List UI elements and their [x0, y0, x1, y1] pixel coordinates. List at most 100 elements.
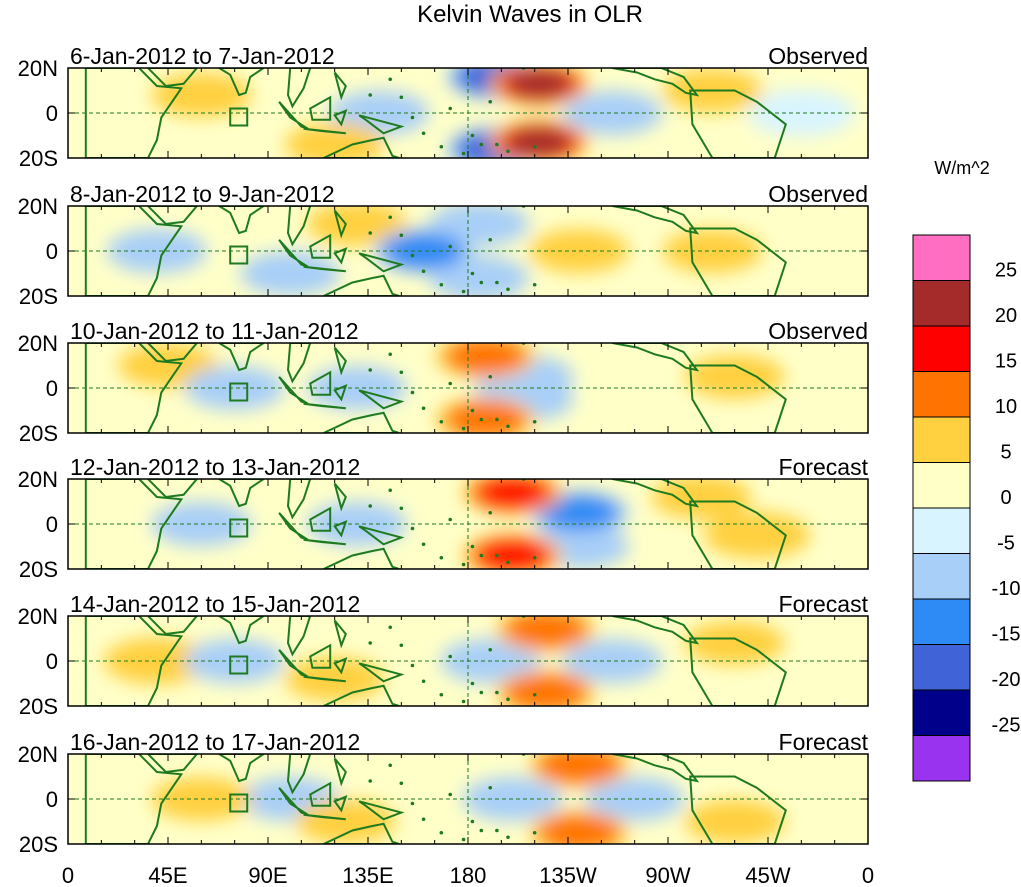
anomaly-contour: [306, 206, 407, 246]
island-marker: [461, 426, 466, 431]
colorbar-swatch: [912, 689, 971, 736]
anomaly-contour: [562, 639, 663, 683]
panel-2: 20N 0 20S 8-Jan-2012 to 9-Jan-2012 Observed: [18, 181, 869, 309]
anomaly-contour: [684, 621, 785, 665]
island-marker: [532, 419, 537, 424]
island-marker: [479, 553, 484, 558]
coastline: [689, 227, 787, 296]
coastline: [309, 643, 332, 669]
island-marker: [488, 99, 493, 104]
colorbar-swatch: [912, 234, 971, 281]
coastline: [217, 754, 266, 783]
coastline: [309, 370, 332, 396]
island-marker: [368, 641, 373, 645]
coastline: [146, 206, 199, 226]
colorbar-label: -20: [992, 669, 1021, 691]
anomaly-contour: [476, 479, 549, 510]
coastlines: [84, 206, 787, 296]
coastline: [689, 89, 787, 158]
coastline: [84, 754, 184, 844]
island-marker: [488, 510, 493, 515]
island-marker: [495, 142, 499, 147]
island-marker: [388, 625, 393, 630]
anomaly-contour: [684, 799, 785, 844]
island-marker: [421, 817, 426, 822]
colorbar-label: -15: [992, 624, 1021, 646]
anomaly-contour: [584, 777, 685, 821]
island-marker: [388, 352, 393, 357]
island-marker: [506, 560, 510, 565]
coastline: [323, 274, 400, 296]
colorbar-swatch: [912, 416, 971, 463]
island-marker: [368, 504, 373, 508]
x-tick-label: 0: [62, 863, 74, 887]
x-tick-label: 90W: [645, 863, 690, 887]
panel-status: Forecast: [779, 454, 869, 480]
colorbar-label: 15: [995, 351, 1017, 373]
island-marker: [410, 115, 415, 120]
island-marker: [439, 419, 444, 424]
island-marker: [461, 151, 466, 156]
island-marker: [410, 390, 415, 395]
coastline: [333, 247, 348, 265]
panel-period: 14-Jan-2012 to 15-Jan-2012: [70, 591, 360, 617]
island-marker: [421, 131, 426, 136]
panel-status: Forecast: [779, 729, 869, 755]
island-marker: [421, 406, 426, 411]
coastline: [323, 411, 400, 433]
coastline: [84, 616, 184, 706]
island-marker: [461, 562, 466, 567]
coastline: [146, 343, 199, 363]
coastline: [333, 209, 347, 239]
colorbar-swatch: [912, 507, 971, 554]
island-marker: [479, 417, 484, 422]
anomaly-contour: [504, 616, 588, 649]
coastline: [286, 206, 312, 247]
colorbar-units: W/m^2: [934, 158, 989, 178]
island-marker: [488, 647, 493, 652]
panel-1: 20N 0 20S 6-Jan-2012 to 7-Jan-2012 Observed: [18, 43, 869, 171]
y-tick-label: 0: [46, 787, 58, 812]
island-marker: [448, 654, 453, 659]
y-tick-label: 20N: [18, 331, 58, 356]
coastline: [286, 754, 312, 795]
colorbar-label: -10: [992, 578, 1021, 600]
coastline: [358, 662, 405, 683]
island-marker: [421, 679, 426, 684]
island-marker: [495, 828, 499, 833]
island-marker: [488, 237, 493, 242]
region-box: [229, 518, 249, 538]
y-tick-label: 20S: [19, 694, 58, 719]
coastline: [309, 506, 332, 532]
island-marker: [506, 835, 510, 840]
y-tick-label: 0: [46, 512, 58, 537]
colorbar-swatch: [912, 371, 971, 418]
anomaly-contour: [703, 511, 811, 559]
x-tick-label: 90E: [248, 863, 287, 887]
island-marker: [399, 506, 404, 511]
colorbar-label: -25: [992, 715, 1021, 737]
coastline: [689, 500, 787, 569]
colorbar-label: 0: [1000, 487, 1011, 509]
island-marker: [495, 280, 499, 285]
panel-period: 8-Jan-2012 to 9-Jan-2012: [70, 181, 335, 207]
coastline: [333, 384, 348, 402]
island-marker: [388, 488, 393, 493]
island-marker: [532, 692, 537, 697]
island-marker: [439, 692, 444, 697]
coastline: [612, 616, 700, 645]
panel-6: 20N 0 20S 16-Jan-2012 to 17-Jan-2012 Forecas…: [18, 729, 869, 857]
region-box: [229, 655, 249, 675]
y-tick-label: 20N: [18, 742, 58, 767]
y-tick-label: 0: [46, 376, 58, 401]
coastline: [323, 684, 400, 706]
y-tick-label: 20N: [18, 194, 58, 219]
coastlines: [84, 68, 787, 158]
coastline: [84, 68, 184, 158]
coastline: [303, 675, 346, 683]
x-tick-label: 0: [862, 863, 874, 887]
olr-field: [68, 343, 868, 433]
coastline: [309, 95, 332, 121]
coastline: [323, 822, 400, 844]
